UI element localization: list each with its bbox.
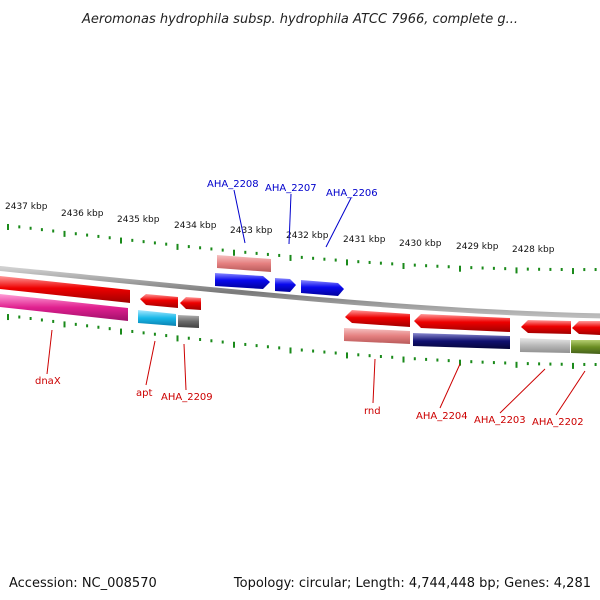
ruler-tick-label: 2430 kbp: [399, 239, 442, 249]
ruler-tick-label: 2436 kbp: [61, 209, 104, 219]
gene-label-aha-2207[interactable]: AHA_2207: [265, 183, 317, 194]
gene-label-aha-2202[interactable]: AHA_2202: [532, 417, 584, 428]
outer-ruler-ticks: [7, 223, 597, 275]
inner-ruler-ticks: [7, 314, 597, 369]
gene-aha-2208[interactable]: [215, 273, 270, 289]
ruler-tick-label: 2434 kbp: [174, 221, 217, 231]
gene-red-arrow[interactable]: [140, 294, 178, 308]
accession-text: Accession: NC_008570: [9, 576, 157, 591]
outer-ruler: 2437 kbp 2436 kbp 2435 kbp 2434 kbp 2433…: [5, 202, 597, 275]
gene-red-arrow[interactable]: [572, 321, 600, 335]
upper-gene-labels: AHA_2208 AHA_2207 AHA_2206: [207, 179, 378, 199]
callout-line-dnax: [46, 329, 53, 375]
gene-dnax-red[interactable]: [0, 276, 130, 303]
callout-line-aha-2209: [183, 343, 187, 391]
gene-aha-2207[interactable]: [275, 278, 296, 292]
gene-rnd[interactable]: [344, 328, 410, 344]
ruler-tick-label: 2435 kbp: [117, 215, 160, 225]
gene-red-arrow[interactable]: [414, 314, 510, 332]
lower-gene-labels: dnaX apt AHA_2209 rnd AHA_2204 AHA_2203 …: [35, 376, 584, 428]
ruler-tick-label: 2428 kbp: [512, 245, 555, 255]
callout-line-aha-2208: [233, 189, 246, 244]
gene-label-aha-2203[interactable]: AHA_2203: [474, 415, 526, 426]
gene-red-arrow[interactable]: [345, 310, 410, 327]
gene-label-aha-2204[interactable]: AHA_2204: [416, 411, 468, 422]
gene-aha-2206[interactable]: [301, 280, 344, 296]
callout-line-apt: [145, 340, 156, 386]
ruler-tick-label: 2432 kbp: [286, 231, 329, 241]
lower-strand-genes: [0, 276, 600, 354]
callout-lines: [46, 189, 586, 416]
callout-line-aha-2207: [288, 193, 292, 245]
ruler-tick-label: 2431 kbp: [343, 235, 386, 245]
callout-line-aha-2203: [499, 368, 546, 414]
gene-label-aha-2208[interactable]: AHA_2208: [207, 179, 259, 190]
topology-text: Topology: circular; Length: 4,744,448 bp…: [233, 576, 591, 591]
ruler-tick-labels: 2437 kbp 2436 kbp 2435 kbp 2434 kbp 2433…: [5, 202, 555, 255]
gene-label-aha-2206[interactable]: AHA_2206: [326, 188, 378, 199]
ruler-tick-label: 2433 kbp: [230, 226, 273, 236]
gene-aha-2204[interactable]: [413, 333, 510, 349]
gene-label-apt[interactable]: apt: [136, 388, 152, 399]
gene-aha-2202[interactable]: [571, 340, 600, 354]
callout-line-aha-2202: [555, 370, 586, 416]
gene-dnax[interactable]: [0, 294, 128, 321]
ruler-tick-label: 2429 kbp: [456, 242, 499, 252]
gene-red-arrow[interactable]: [180, 297, 201, 310]
genome-backbone: [0, 265, 600, 319]
map-title: Aeromonas hydrophila subsp. hydrophila A…: [81, 12, 518, 27]
gene-red-arrow[interactable]: [521, 320, 571, 334]
callout-line-rnd: [372, 358, 376, 404]
upper-strand-genes: [215, 255, 344, 296]
ruler-tick-label: 2437 kbp: [5, 202, 48, 212]
gene-label-dnax[interactable]: dnaX: [35, 376, 61, 387]
gene-apt[interactable]: [138, 310, 176, 326]
callout-line-aha-2206: [325, 197, 352, 248]
gene-aha-2208-light[interactable]: [217, 255, 271, 272]
gene-aha-2209[interactable]: [178, 315, 199, 328]
callout-line-aha-2204: [439, 363, 461, 409]
gene-label-rnd[interactable]: rnd: [364, 406, 381, 417]
gene-aha-2203[interactable]: [520, 338, 570, 353]
gene-label-aha-2209[interactable]: AHA_2209: [161, 392, 213, 403]
